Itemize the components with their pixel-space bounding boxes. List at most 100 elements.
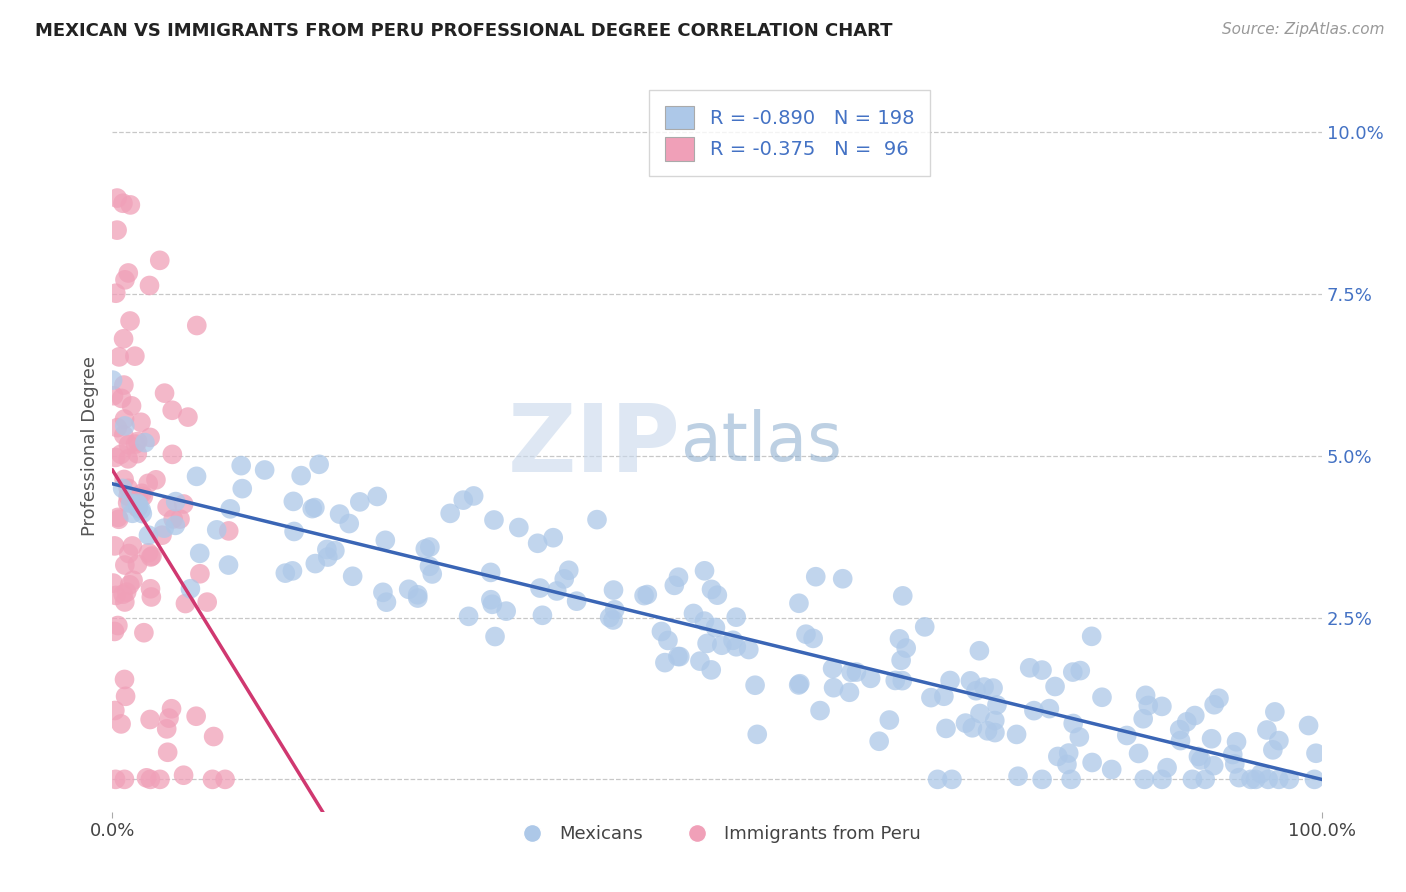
- Point: [969, 706, 991, 721]
- Point: [173, 497, 195, 511]
- Point: [104, 286, 127, 301]
- Point: [1227, 771, 1250, 785]
- Point: [139, 772, 162, 787]
- Point: [479, 592, 502, 607]
- Point: [650, 624, 672, 639]
- Point: [891, 673, 914, 688]
- Point: [127, 434, 149, 449]
- Point: [693, 614, 716, 628]
- Point: [162, 447, 184, 461]
- Point: [914, 620, 936, 634]
- Point: [890, 653, 912, 667]
- Point: [1043, 680, 1066, 694]
- Point: [654, 656, 676, 670]
- Point: [955, 716, 977, 731]
- Point: [118, 314, 141, 328]
- Point: [696, 636, 718, 650]
- Point: [120, 198, 142, 212]
- Point: [1150, 699, 1173, 714]
- Point: [666, 649, 689, 664]
- Point: [101, 373, 124, 387]
- Point: [603, 603, 626, 617]
- Point: [160, 702, 183, 716]
- Point: [553, 572, 575, 586]
- Point: [1201, 731, 1223, 746]
- Point: [529, 581, 551, 595]
- Point: [541, 531, 564, 545]
- Point: [884, 673, 907, 688]
- Point: [136, 476, 159, 491]
- Point: [1062, 716, 1084, 731]
- Point: [149, 772, 172, 787]
- Point: [129, 502, 152, 516]
- Point: [127, 500, 149, 515]
- Point: [1056, 757, 1078, 772]
- Point: [112, 332, 135, 346]
- Point: [186, 318, 208, 333]
- Point: [1022, 704, 1045, 718]
- Point: [231, 458, 253, 473]
- Point: [156, 722, 179, 736]
- Point: [125, 497, 148, 511]
- Point: [105, 223, 128, 237]
- Point: [114, 772, 136, 787]
- Point: [160, 403, 183, 417]
- Point: [1069, 730, 1091, 744]
- Point: [859, 671, 882, 685]
- Point: [218, 558, 240, 572]
- Point: [138, 278, 160, 293]
- Point: [139, 430, 162, 444]
- Point: [138, 528, 160, 542]
- Point: [457, 609, 479, 624]
- Point: [139, 582, 162, 596]
- Point: [636, 588, 658, 602]
- Point: [124, 349, 146, 363]
- Point: [406, 591, 429, 605]
- Point: [508, 520, 530, 534]
- Point: [107, 512, 129, 526]
- Point: [304, 557, 326, 571]
- Point: [104, 589, 127, 603]
- Point: [104, 450, 127, 465]
- Point: [1267, 772, 1289, 787]
- Point: [808, 704, 831, 718]
- Point: [1202, 758, 1225, 772]
- Point: [1005, 727, 1028, 741]
- Point: [156, 745, 179, 759]
- Point: [586, 513, 609, 527]
- Point: [1194, 772, 1216, 787]
- Point: [1031, 772, 1053, 787]
- Point: [110, 447, 132, 461]
- Point: [482, 513, 505, 527]
- Point: [823, 681, 845, 695]
- Point: [1303, 772, 1326, 787]
- Point: [374, 533, 396, 548]
- Point: [149, 253, 172, 268]
- Point: [112, 587, 135, 601]
- Point: [801, 632, 824, 646]
- Point: [121, 539, 143, 553]
- Point: [1007, 769, 1029, 783]
- Point: [939, 673, 962, 688]
- Point: [821, 661, 844, 675]
- Point: [976, 723, 998, 738]
- Point: [117, 451, 139, 466]
- Point: [889, 632, 911, 646]
- Point: [706, 588, 728, 602]
- Point: [965, 683, 987, 698]
- Point: [927, 772, 949, 787]
- Point: [1208, 691, 1230, 706]
- Point: [565, 594, 588, 608]
- Point: [1137, 698, 1160, 713]
- Point: [329, 507, 352, 521]
- Text: Source: ZipAtlas.com: Source: ZipAtlas.com: [1222, 22, 1385, 37]
- Point: [218, 524, 240, 538]
- Point: [1031, 663, 1053, 677]
- Point: [132, 625, 155, 640]
- Point: [495, 604, 517, 618]
- Point: [479, 566, 502, 580]
- Point: [349, 495, 371, 509]
- Point: [174, 597, 197, 611]
- Point: [162, 512, 184, 526]
- Point: [831, 572, 853, 586]
